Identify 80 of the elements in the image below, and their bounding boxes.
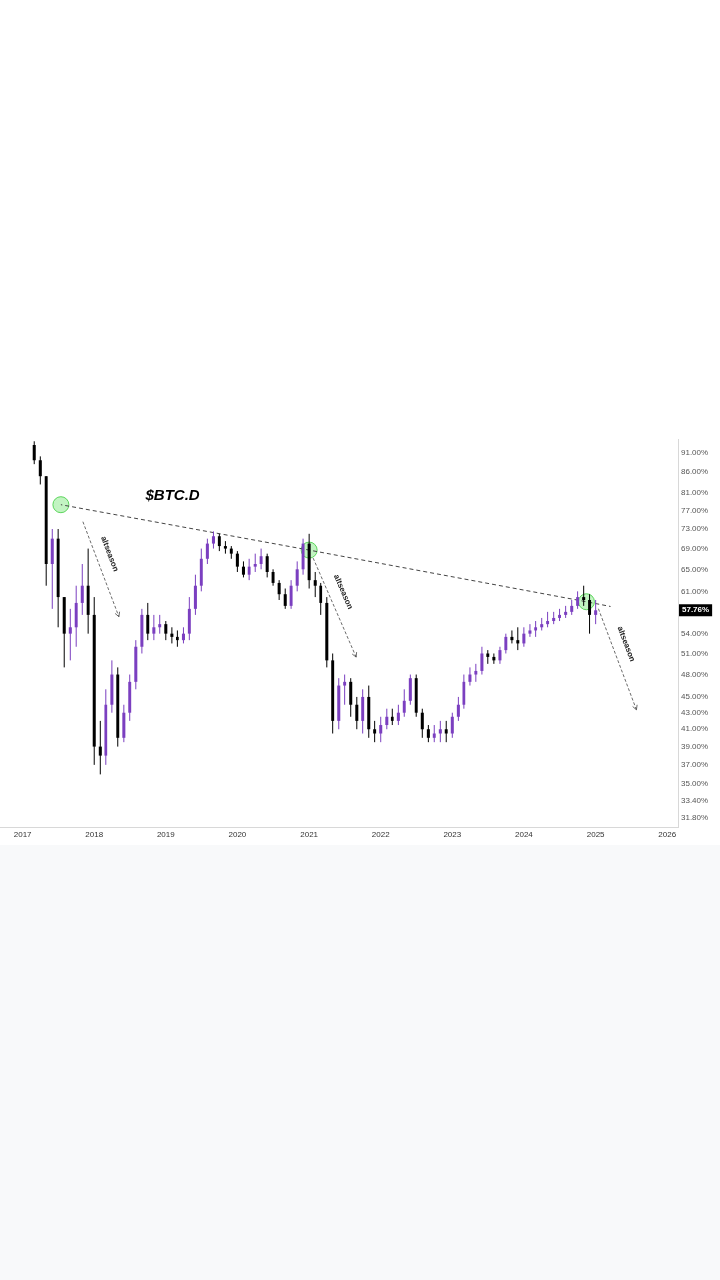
- candlestick: [444, 720, 448, 743]
- candlestick: [420, 708, 424, 739]
- candlestick: [510, 629, 514, 644]
- candlestick: [164, 620, 168, 641]
- y-tick-label: 61.00%: [681, 586, 709, 596]
- x-tick-label: 2018: [85, 830, 104, 840]
- y-tick-label: 91.00%: [681, 447, 709, 457]
- y-tick-label: 37.00%: [681, 760, 709, 770]
- candlestick: [480, 646, 484, 676]
- x-tick-label: 2022: [371, 830, 391, 840]
- candlestick: [259, 548, 263, 570]
- candlestick: [152, 614, 156, 641]
- x-tick-label: 2026: [658, 830, 677, 840]
- candlestick: [402, 688, 406, 718]
- y-tick-label: 48.00%: [681, 669, 709, 679]
- candlestick: [385, 708, 389, 730]
- candlestick: [456, 696, 460, 722]
- y-tick-label: 43.00%: [681, 707, 709, 717]
- candlestick: [158, 614, 162, 635]
- candlestick: [438, 720, 442, 743]
- candlestick: [594, 599, 598, 625]
- candlestick: [355, 696, 359, 730]
- candlestick: [98, 720, 102, 775]
- candlestick: [32, 440, 36, 465]
- candlestick: [319, 582, 323, 616]
- candlestick: [361, 688, 365, 734]
- y-tick-label: 39.00%: [681, 741, 709, 751]
- text: $BTC.D: [144, 485, 200, 503]
- candlestick: [349, 677, 353, 718]
- candlestick: [522, 626, 526, 648]
- candlestick: [588, 593, 592, 635]
- x-tick-label: 2019: [156, 830, 176, 840]
- candlestick: [450, 712, 454, 739]
- y-tick-label: 45.00%: [681, 692, 709, 702]
- candlestick: [277, 579, 281, 601]
- x-tick-label: 2017: [13, 830, 33, 840]
- y-tick-label: 54.00%: [681, 628, 709, 638]
- candlestick: [247, 558, 251, 581]
- candlestick: [68, 608, 72, 661]
- y-tick-label: 86.00%: [681, 467, 709, 477]
- candlestick: [462, 674, 466, 710]
- candlestick: [193, 574, 197, 616]
- candlestick: [396, 704, 400, 726]
- y-tick-label: 31.80%: [681, 812, 709, 822]
- y-tick-label: 51.00%: [681, 648, 709, 658]
- x-tick-label: 2023: [443, 830, 462, 840]
- candlestick: [146, 602, 150, 641]
- candlestick: [504, 633, 508, 654]
- candlestick: [170, 626, 174, 644]
- y-tick-label: 41.00%: [681, 724, 709, 734]
- candlestick: [38, 455, 42, 485]
- y-tick-label: 65.00%: [681, 564, 709, 574]
- x-tick-label: 2020: [228, 830, 247, 840]
- candlestick: [528, 623, 532, 638]
- candlestick: [80, 563, 84, 616]
- candlestick: [253, 553, 257, 573]
- x-tick-label: 2025: [586, 830, 606, 840]
- candlestick: [408, 674, 412, 706]
- candlestick: [373, 720, 377, 743]
- candlestick: [379, 716, 383, 743]
- y-tick-label: 77.00%: [681, 505, 709, 515]
- y-tick-label: 33.40%: [681, 795, 709, 805]
- candlestick: [265, 553, 269, 578]
- text: 57.76%: [682, 605, 710, 615]
- x-tick-label: 2024: [514, 830, 534, 840]
- y-tick-label: 73.00%: [681, 524, 709, 534]
- y-tick-label: 69.00%: [681, 543, 709, 553]
- candlestick: [313, 571, 317, 598]
- x-tick-label: 2021: [300, 830, 319, 840]
- candlestick: [205, 538, 209, 565]
- candlestick: [235, 550, 239, 573]
- candlestick: [343, 674, 347, 706]
- candlestick: [283, 588, 287, 610]
- candlestick: [468, 666, 472, 687]
- candlestick: [289, 579, 293, 610]
- candlestick: [516, 626, 520, 651]
- y-tick-label: 81.00%: [681, 488, 709, 498]
- y-tick-label: 35.00%: [681, 779, 709, 789]
- candlestick: [295, 560, 299, 592]
- candlestick: [582, 585, 586, 607]
